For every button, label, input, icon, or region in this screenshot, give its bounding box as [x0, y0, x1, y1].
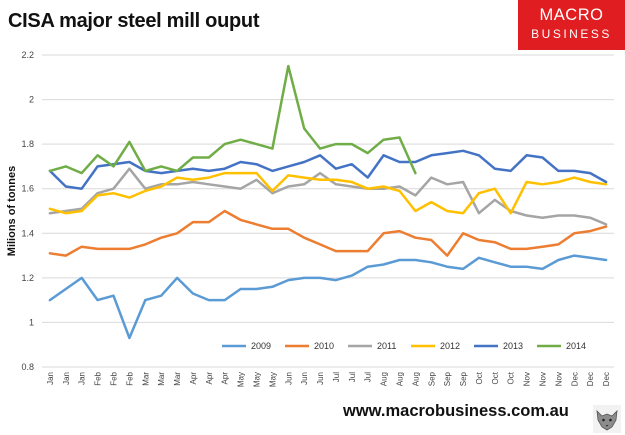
- x-tick-label: Jan: [46, 372, 55, 385]
- x-tick-label: Jan: [62, 372, 71, 385]
- y-tick-label: 2: [29, 95, 34, 105]
- x-tick-label: Apr: [221, 372, 230, 385]
- x-tick-label: Oct: [507, 371, 516, 384]
- y-tick-label: 1.6: [21, 184, 34, 194]
- wolf-icon: [593, 405, 621, 433]
- x-tick-label: Sep: [443, 371, 452, 386]
- x-tick-label: Jun: [300, 372, 309, 385]
- x-tick-label: Aug: [380, 372, 389, 386]
- y-tick-labels: 0.8 1 1.2 1.4 1.6 1.8 2 2.2: [21, 50, 34, 372]
- legend-label-2010: 2010: [314, 341, 334, 351]
- y-axis-label: Milions of tonnes: [6, 166, 18, 256]
- x-tick-label: Sep: [459, 371, 468, 386]
- series-line-2012: [48, 171, 608, 215]
- series-lines: [48, 64, 608, 340]
- legend-label-2011: 2011: [377, 341, 396, 351]
- legend-label-2013: 2013: [503, 341, 523, 351]
- x-tick-label: Jul: [364, 372, 373, 382]
- x-tick-label: Jun: [316, 372, 325, 385]
- x-tick-label: Oct: [475, 371, 484, 384]
- x-tick-label: Feb: [94, 371, 103, 385]
- x-tick-label: Nov: [554, 372, 563, 386]
- x-tick-label: Mar: [173, 372, 182, 386]
- y-tick-label: 1.2: [21, 273, 34, 283]
- x-tick-label: Jan: [78, 372, 87, 385]
- site-url[interactable]: www.macrobusiness.com.au: [343, 402, 569, 420]
- x-tick-label: Nov: [523, 372, 532, 386]
- brand-line-2: BUSINESS: [531, 27, 612, 41]
- x-tick-label: Sep: [427, 371, 436, 386]
- x-tick-label: Dec: [602, 372, 611, 386]
- chart-title: CISA major steel mill ouput: [8, 10, 260, 32]
- x-tick-label: May: [253, 372, 262, 387]
- legend-label-2014: 2014: [566, 341, 586, 351]
- brand-logo[interactable]: MACRO BUSINESS: [518, 0, 625, 50]
- series-line-2009: [48, 254, 608, 340]
- y-tick-label: 0.8: [21, 362, 34, 372]
- series-line-2010: [48, 209, 608, 257]
- x-tick-label: Apr: [189, 372, 198, 385]
- x-tick-label: May: [268, 372, 277, 387]
- x-tick-label: Mar: [157, 372, 166, 386]
- y-tick-label: 1.8: [21, 139, 34, 149]
- series-line-2014: [48, 64, 417, 175]
- x-tick-label: Dec: [570, 372, 579, 386]
- y-tick-label: 1: [29, 317, 34, 327]
- x-tick-label: Aug: [411, 372, 420, 386]
- x-tick-label: Mar: [141, 372, 150, 386]
- series-line-2013: [48, 149, 608, 190]
- legend-label-2012: 2012: [440, 341, 460, 351]
- legend: 2009 2010 2011 2012 2013 2014: [222, 341, 586, 351]
- y-tick-label: 2.2: [21, 50, 34, 60]
- x-tick-label: Aug: [396, 372, 405, 386]
- legend-label-2009: 2009: [251, 341, 271, 351]
- x-tick-label: Feb: [125, 371, 134, 385]
- x-tick-label: Jun: [284, 372, 293, 385]
- x-tick-labels: Jan Jan Jan Feb Feb Feb Mar Mar Mar Apr Apr Apr May M…: [46, 371, 611, 387]
- x-tick-label: May: [237, 372, 246, 387]
- x-tick-label: Apr: [205, 372, 214, 385]
- gridlines: [42, 54, 614, 368]
- brand-line-1: MACRO: [539, 6, 604, 24]
- line-chart: 0.8 1 1.2 1.4 1.6 1.8 2 2.2 Jan Jan Jan Feb Feb Feb M…: [6, 50, 614, 387]
- x-tick-label: Jul: [332, 372, 341, 382]
- x-tick-label: Feb: [110, 371, 119, 385]
- x-tick-label: Oct: [491, 371, 500, 384]
- y-tick-label: 1.4: [21, 228, 34, 238]
- x-tick-label: Nov: [539, 372, 548, 386]
- x-tick-label: Jul: [348, 372, 357, 382]
- x-tick-label: Dec: [586, 372, 595, 386]
